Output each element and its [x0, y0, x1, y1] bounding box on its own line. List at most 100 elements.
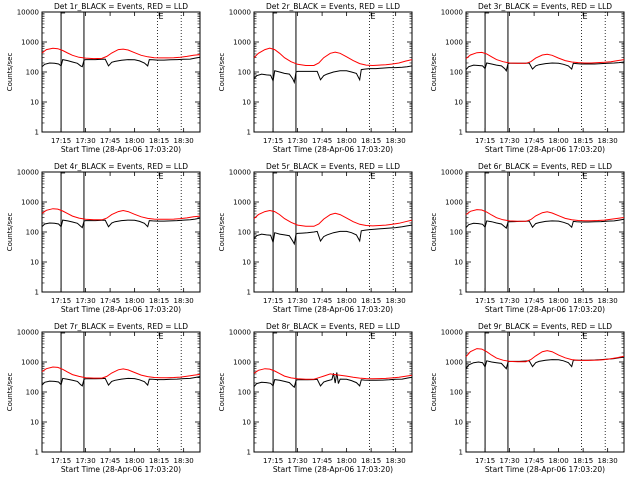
marker-label: E [583, 12, 588, 21]
x-tick-label: 18:00 [125, 297, 145, 305]
x-tick-label: 18:30 [598, 297, 618, 305]
y-tick-label: 10000 [229, 329, 251, 337]
series-line-red [253, 368, 413, 380]
detector-chart: 1 10 100 1000 10000 17:15 17:30 17:45 18:00 18:15… [6, 162, 201, 314]
marker-label: E [371, 332, 376, 341]
x-tick-label: 17:30 [75, 457, 95, 465]
x-tick-label: 18:15 [361, 297, 381, 305]
x-axis-label: Start Time (28-Apr-06 17:03:20) [273, 145, 393, 154]
detector-chart: 1 10 100 1000 10000 17:15 17:30 17:45 18:00 18:15… [218, 162, 413, 314]
series-line-black [253, 65, 413, 85]
y-tick-label: 10 [242, 419, 251, 427]
x-tick-label: 18:15 [361, 457, 381, 465]
marker-label: E [371, 172, 376, 181]
x-tick-label: 17:45 [100, 137, 120, 145]
x-tick-label: 18:30 [386, 137, 406, 145]
y-tick-label: 1 [247, 129, 251, 137]
x-tick-label: 18:15 [149, 457, 169, 465]
x-tick-label: 17:15 [263, 457, 283, 465]
y-tick-label: 100 [238, 389, 251, 397]
detector-chart: 1 10 100 1000 10000 17:15 17:30 17:45 18:00 18:15… [218, 2, 413, 154]
y-tick-label: 1000 [233, 39, 251, 47]
y-tick-label: 100 [26, 389, 39, 397]
x-tick-label: 17:45 [524, 137, 544, 145]
marker-label: E [371, 12, 376, 21]
x-tick-label: 17:15 [475, 297, 495, 305]
x-tick-label: 17:45 [100, 457, 120, 465]
y-tick-label: 1 [459, 289, 463, 297]
plot-frame [465, 331, 625, 453]
x-tick-label: 18:30 [386, 457, 406, 465]
detector-chart: 1 10 100 1000 10000 17:15 17:30 17:45 18:00 18:15… [430, 322, 625, 474]
series-line-red [41, 366, 201, 379]
x-tick-label: 18:00 [125, 457, 145, 465]
x-tick-label: 17:15 [475, 137, 495, 145]
x-tick-label: 17:30 [287, 137, 307, 145]
y-tick-label: 10 [454, 259, 463, 267]
plot-frame [41, 171, 201, 293]
y-axis-label: Counts/sec [6, 373, 14, 412]
plot-frame [41, 11, 201, 133]
series-line-red [465, 348, 625, 363]
x-tick-label: 17:45 [312, 457, 332, 465]
y-tick-label: 1000 [445, 359, 463, 367]
y-tick-label: 100 [450, 69, 463, 77]
x-tick-label: 17:15 [51, 297, 71, 305]
y-tick-label: 10000 [229, 169, 251, 177]
chart-title: Det 8r_BLACK = Events, RED = LLD [266, 322, 400, 331]
y-tick-label: 10000 [17, 169, 39, 177]
y-tick-label: 10000 [441, 9, 463, 17]
y-tick-label: 1 [459, 129, 463, 137]
y-tick-label: 10 [454, 99, 463, 107]
x-axis-label: Start Time (28-Apr-06 17:03:20) [61, 305, 181, 314]
y-tick-label: 10 [30, 259, 39, 267]
y-axis-label: Counts/sec [430, 373, 438, 412]
y-tick-label: 10000 [229, 9, 251, 17]
detector-chart: 1 10 100 1000 10000 17:15 17:30 17:45 18:00 18:15… [430, 2, 625, 154]
x-tick-label: 17:45 [524, 297, 544, 305]
marker-label: E [159, 332, 164, 341]
marker-label: E [583, 332, 588, 341]
y-tick-label: 1 [35, 129, 39, 137]
y-tick-label: 100 [238, 229, 251, 237]
y-tick-label: 10 [30, 99, 39, 107]
x-tick-label: 18:30 [598, 137, 618, 145]
chart-title: Det 7r_BLACK = Events, RED = LLD [54, 322, 188, 331]
x-tick-label: 18:15 [149, 137, 169, 145]
plot-frame [253, 171, 413, 293]
x-tick-label: 18:00 [549, 137, 569, 145]
y-tick-label: 1 [35, 449, 39, 457]
y-axis-label: Counts/sec [218, 53, 226, 92]
x-tick-label: 18:30 [386, 297, 406, 305]
detector-chart: 1 10 100 1000 10000 17:15 17:30 17:45 18:00 18:15… [430, 162, 625, 314]
y-axis-label: Counts/sec [218, 373, 226, 412]
x-tick-label: 17:15 [475, 457, 495, 465]
series-line-black [41, 56, 201, 68]
x-tick-label: 17:15 [51, 457, 71, 465]
x-tick-label: 17:45 [312, 137, 332, 145]
detector-chart: 1 10 100 1000 10000 17:15 17:30 17:45 18:00 18:15… [6, 322, 201, 474]
y-tick-label: 10 [242, 259, 251, 267]
y-tick-label: 10000 [17, 9, 39, 17]
y-tick-label: 1 [35, 289, 39, 297]
x-tick-label: 17:30 [287, 457, 307, 465]
series-line-black [253, 224, 413, 246]
series-line-red [465, 209, 625, 222]
x-tick-label: 18:00 [337, 137, 357, 145]
plot-frame [41, 331, 201, 453]
y-axis-label: Counts/sec [6, 53, 14, 92]
y-tick-label: 1000 [21, 199, 39, 207]
x-axis-label: Start Time (28-Apr-06 17:03:20) [61, 145, 181, 154]
y-tick-label: 100 [450, 229, 463, 237]
x-tick-label: 17:45 [100, 297, 120, 305]
y-tick-label: 1 [247, 449, 251, 457]
x-tick-label: 17:15 [263, 137, 283, 145]
x-axis-label: Start Time (28-Apr-06 17:03:20) [273, 305, 393, 314]
series-line-black [41, 217, 201, 229]
series-line-black [41, 376, 201, 387]
x-tick-label: 17:45 [312, 297, 332, 305]
x-tick-label: 17:30 [75, 297, 95, 305]
x-tick-label: 18:15 [361, 137, 381, 145]
x-axis-label: Start Time (28-Apr-06 17:03:20) [485, 465, 605, 474]
